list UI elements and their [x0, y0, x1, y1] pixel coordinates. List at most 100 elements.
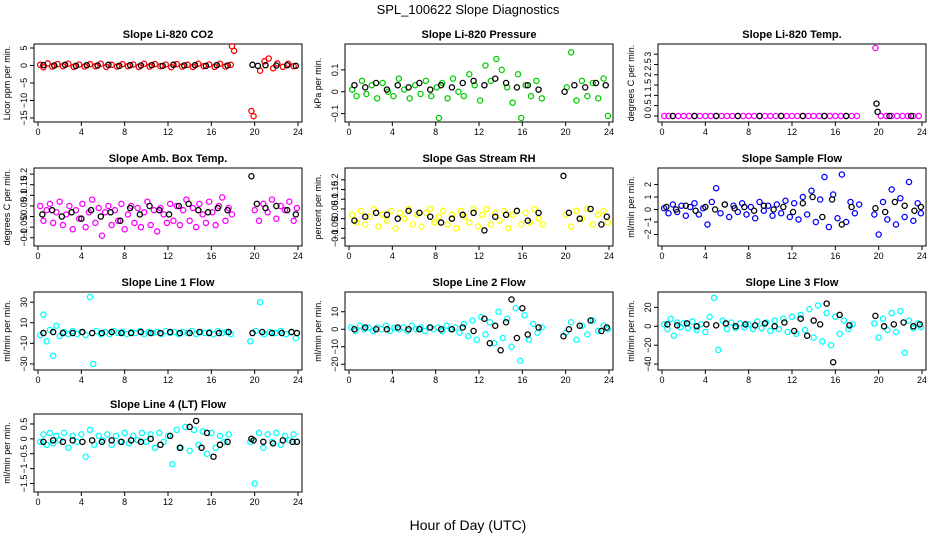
data-point [803, 211, 811, 218]
data-point [829, 191, 837, 198]
data-point [751, 322, 759, 329]
data-point [186, 329, 193, 337]
x-tick-label: 4 [390, 251, 395, 261]
data-point [347, 324, 355, 331]
data-point [509, 99, 516, 106]
data-point [157, 329, 164, 337]
data-point [483, 205, 490, 213]
data-point [825, 223, 833, 231]
x-tick-label: 24 [917, 375, 927, 385]
series-1 [36, 43, 297, 120]
data-point [227, 61, 235, 69]
data-point [192, 223, 200, 231]
series-1 [660, 171, 925, 238]
data-point [872, 44, 879, 52]
data-point [706, 313, 713, 321]
data-point [221, 438, 228, 446]
data-point [173, 60, 180, 68]
data-point [905, 178, 913, 186]
data-point [604, 112, 612, 120]
data-point [260, 444, 267, 452]
series-1 [660, 44, 923, 120]
y-tick-label: −10 [330, 339, 340, 354]
data-point [573, 97, 580, 104]
y-tick-label: 1 [643, 194, 653, 199]
y-tick-label: −40 [643, 356, 653, 371]
data-point [770, 206, 777, 213]
x-tick-label: 8 [122, 375, 127, 385]
data-point [900, 319, 907, 326]
data-point [82, 453, 89, 460]
data-point [819, 213, 826, 221]
data-point [514, 71, 522, 78]
x-tick-label: 24 [293, 375, 303, 385]
data-point [204, 209, 212, 216]
data-point [416, 325, 423, 333]
data-point [451, 324, 459, 331]
data-point [470, 327, 477, 335]
chart-panel-8: Slope Line 2 Flow ml/min per min. 0 4 8 12 16 2… [313, 277, 614, 385]
data-point [118, 200, 125, 208]
data-point [578, 77, 586, 85]
page-title: SPL_100622 Slope Diagnostics [376, 2, 560, 17]
y-tick-label: 0.15 [330, 181, 340, 199]
data-point [170, 217, 177, 225]
chart-title: Slope Amb. Box Temp. [109, 153, 228, 165]
data-point [137, 223, 145, 231]
data-point [513, 334, 521, 342]
data-point [444, 95, 451, 102]
data-point [693, 326, 700, 334]
data-point [477, 313, 485, 321]
data-point [216, 432, 224, 440]
data-point [179, 328, 187, 336]
data-point [879, 315, 887, 322]
data-point [357, 207, 365, 215]
data-point [250, 437, 257, 444]
data-point [36, 438, 44, 446]
data-point [351, 81, 358, 89]
data-point [426, 205, 434, 213]
data-point [396, 209, 404, 217]
data-point [179, 206, 187, 214]
data-point [372, 209, 380, 217]
x-tick-label: 0 [35, 127, 40, 137]
data-point [810, 317, 817, 324]
data-point [784, 328, 791, 336]
data-point [59, 438, 67, 446]
data-point [418, 223, 425, 230]
data-point [533, 77, 540, 85]
data-point [66, 202, 73, 210]
data-point [351, 325, 358, 333]
data-point [87, 206, 95, 214]
data-point [254, 62, 262, 70]
data-point [884, 216, 891, 223]
data-point [764, 202, 772, 209]
data-point [406, 95, 413, 102]
data-point [873, 100, 880, 107]
data-point [777, 112, 785, 120]
data-point [363, 90, 370, 98]
data-point [767, 112, 774, 120]
x-tick-label: 12 [474, 375, 484, 385]
data-point [513, 207, 521, 215]
data-point [723, 112, 731, 120]
y-tick-label: −0.1 [330, 105, 340, 123]
data-point [448, 325, 456, 333]
data-point [539, 221, 547, 228]
data-point [478, 211, 486, 219]
x-tick-label: 8 [433, 127, 438, 137]
data-point [587, 205, 594, 213]
data-point [760, 202, 768, 209]
data-point [134, 204, 141, 212]
data-point [108, 437, 115, 444]
data-point [185, 200, 192, 208]
data-point [166, 200, 174, 208]
data-point [672, 206, 680, 213]
data-point [808, 187, 815, 194]
y-axis-label: ml/min per min. [626, 300, 636, 362]
data-point [910, 323, 917, 330]
chart-title: Slope Line 2 Flow [433, 277, 526, 289]
y-tick-label: 0.1 [330, 193, 340, 206]
data-point [837, 112, 845, 120]
data-point [112, 432, 120, 440]
